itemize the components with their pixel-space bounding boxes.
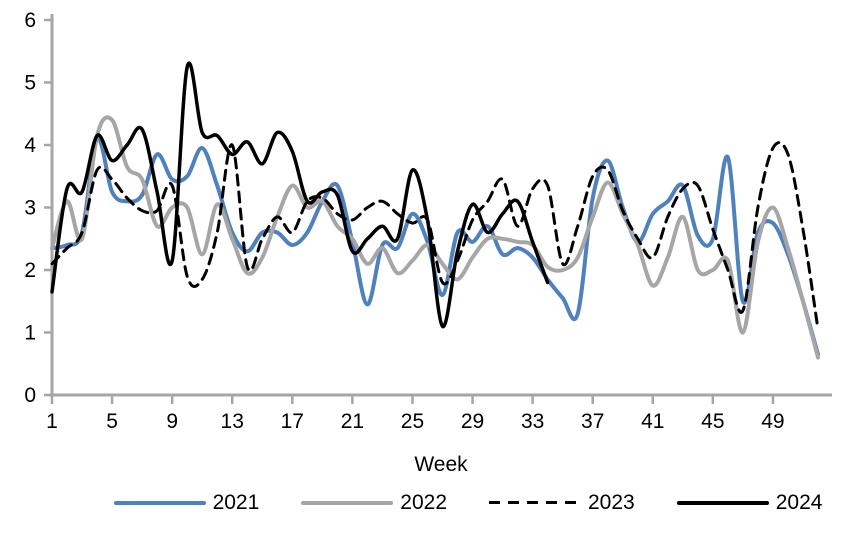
- y-tick-label: 0: [24, 384, 36, 407]
- y-tick-label: 4: [24, 134, 36, 157]
- x-tick-label: 33: [521, 410, 544, 433]
- legend-item-2021: 2021: [113, 491, 260, 514]
- legend-label-2022: 2022: [400, 491, 447, 514]
- x-tick-label: 45: [701, 410, 724, 433]
- x-tick-label: 9: [166, 410, 178, 433]
- axes-layer: [44, 14, 832, 404]
- legend-swatch-2024: [676, 500, 769, 505]
- legend-swatch-2022: [301, 500, 394, 505]
- x-tick-label: 17: [281, 410, 304, 433]
- x-tick-label: 41: [641, 410, 664, 433]
- y-tick-label: 5: [24, 72, 36, 95]
- y-tick-label: 1: [24, 322, 36, 345]
- legend: 2021 2022 2023 2024: [84, 492, 852, 513]
- legend-label-2024: 2024: [775, 491, 823, 514]
- y-tick-label: 3: [24, 197, 36, 220]
- x-tick-label: 13: [221, 410, 244, 433]
- legend-swatch-2021: [113, 500, 206, 505]
- legend-label-2023: 2023: [588, 491, 635, 514]
- x-axis-title: Week: [414, 453, 468, 476]
- legend-label-2021: 2021: [212, 491, 260, 514]
- series-line-2023: [50, 141, 820, 331]
- x-tick-label: 25: [401, 410, 424, 433]
- x-tick-label: 5: [106, 410, 118, 433]
- x-tick-label: 49: [761, 410, 784, 433]
- x-tick-label: 37: [581, 410, 604, 433]
- series-line-2024: [50, 61, 550, 329]
- x-tick-label: 29: [461, 410, 484, 433]
- series-line-2022: [50, 115, 820, 360]
- legend-item-2024: 2024: [676, 491, 823, 514]
- legend-item-2022: 2022: [301, 492, 447, 513]
- x-tick-label: 21: [341, 410, 364, 433]
- legend-item-2023: 2023: [489, 492, 635, 513]
- series-layer: [50, 61, 820, 360]
- y-tick-label: 6: [24, 9, 36, 32]
- x-tick-label: 1: [46, 410, 58, 433]
- legend-swatch-2023: [489, 501, 581, 504]
- y-tick-label: 2: [24, 259, 36, 282]
